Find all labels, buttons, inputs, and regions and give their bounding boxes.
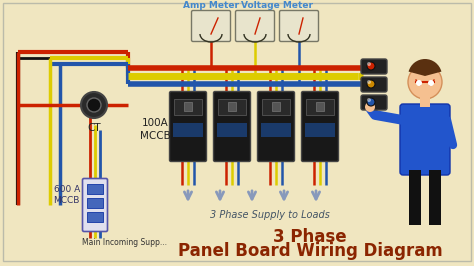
Text: 600 A
MCCB: 600 A MCCB <box>54 185 80 205</box>
Bar <box>306 99 334 115</box>
Text: Amp Meter: Amp Meter <box>183 1 239 10</box>
Bar <box>316 102 324 111</box>
FancyBboxPatch shape <box>257 92 294 161</box>
Circle shape <box>367 80 371 84</box>
FancyBboxPatch shape <box>301 92 338 161</box>
FancyBboxPatch shape <box>361 59 387 74</box>
Text: Panel Board Wiring Diagram: Panel Board Wiring Diagram <box>178 242 442 260</box>
Circle shape <box>365 102 375 112</box>
Circle shape <box>367 98 371 102</box>
Bar <box>420 97 430 107</box>
Text: 3 Phase Supply to Loads: 3 Phase Supply to Loads <box>210 210 330 220</box>
Circle shape <box>428 80 434 86</box>
Bar <box>184 102 192 111</box>
Circle shape <box>367 62 371 66</box>
Bar <box>174 99 202 115</box>
Text: Main Incoming Supp...: Main Incoming Supp... <box>82 238 167 247</box>
Bar <box>87 198 103 208</box>
FancyBboxPatch shape <box>170 92 207 161</box>
FancyBboxPatch shape <box>213 92 250 161</box>
Bar <box>429 170 441 225</box>
Wedge shape <box>409 59 441 76</box>
Circle shape <box>367 62 375 70</box>
FancyBboxPatch shape <box>361 77 387 92</box>
Circle shape <box>367 98 375 106</box>
Bar <box>218 99 246 115</box>
Circle shape <box>87 98 101 112</box>
Bar <box>217 123 247 137</box>
Text: 100A
MCCB: 100A MCCB <box>140 118 170 141</box>
Bar <box>173 123 203 137</box>
FancyBboxPatch shape <box>400 104 450 175</box>
Circle shape <box>416 80 422 86</box>
Bar <box>272 102 280 111</box>
Circle shape <box>81 92 107 118</box>
Circle shape <box>408 65 442 99</box>
FancyBboxPatch shape <box>280 10 319 41</box>
Bar <box>87 184 103 194</box>
Text: CT: CT <box>87 123 101 133</box>
Bar <box>409 170 421 225</box>
Circle shape <box>367 80 375 88</box>
Text: Voltage Meter: Voltage Meter <box>241 1 313 10</box>
FancyBboxPatch shape <box>82 178 108 231</box>
Bar <box>228 102 236 111</box>
FancyBboxPatch shape <box>361 95 387 110</box>
FancyBboxPatch shape <box>191 10 230 41</box>
Bar <box>262 99 290 115</box>
FancyBboxPatch shape <box>236 10 274 41</box>
Bar <box>87 212 103 222</box>
Bar <box>305 123 335 137</box>
Text: 3 Phase: 3 Phase <box>273 228 347 246</box>
Bar <box>261 123 291 137</box>
